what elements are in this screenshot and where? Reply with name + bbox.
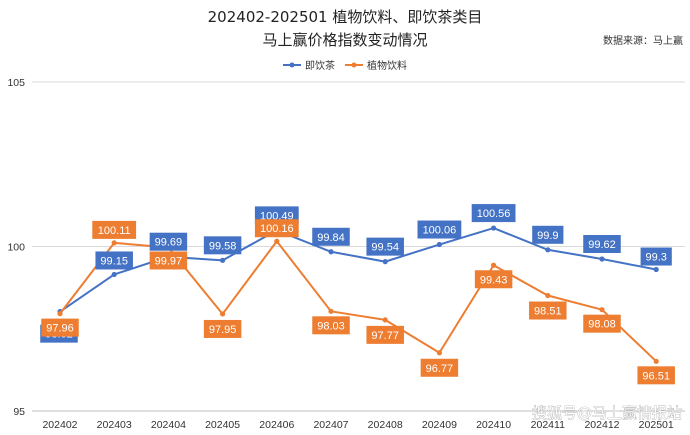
data-point: [545, 247, 551, 253]
data-label: 96.77: [426, 363, 454, 375]
watermark: 搜狐号@马上赢情报站: [532, 404, 682, 422]
x-tick-label: 202501: [639, 419, 674, 431]
data-point: [653, 266, 659, 273]
data-point: [328, 308, 334, 314]
data-point: [220, 257, 226, 263]
data-point: [57, 311, 63, 317]
data-point: [274, 238, 280, 244]
data-label-box: [532, 225, 564, 244]
x-tick-label: 202412: [584, 419, 619, 431]
data-label: 100.16: [260, 223, 294, 235]
data-point: [382, 259, 388, 265]
data-label-box: [583, 235, 621, 254]
y-tick-label: 105: [7, 77, 25, 89]
legend-marker-1: [289, 62, 295, 68]
data-label-box: [149, 232, 188, 251]
legend-marker-2: [351, 62, 357, 68]
chart-title-line-1: 202402-202501 植物饮料、即饮茶类目: [208, 8, 483, 26]
data-label-box: [640, 247, 672, 266]
data-point: [491, 262, 497, 268]
data-label-box: [312, 316, 350, 335]
data-label-box: [474, 270, 513, 289]
data-label-box: [529, 301, 567, 320]
data-label-box: [583, 314, 621, 333]
x-tick-label: 202410: [476, 419, 511, 431]
data-point: [491, 225, 497, 231]
data-point: [436, 241, 442, 248]
data-point: [328, 249, 334, 255]
data-point: [599, 256, 605, 262]
data-point: [111, 271, 117, 278]
legend-label-2: 植物饮料: [367, 59, 407, 72]
series-line-1: [59, 227, 657, 313]
data-label: 97.77: [371, 330, 399, 342]
data-label: 98.51: [534, 306, 562, 318]
data-label: 99.3: [645, 252, 666, 264]
data-label: 97.95: [209, 324, 237, 336]
data-label-box: [92, 220, 137, 239]
data-label-box: [254, 219, 299, 238]
data-label-box: [95, 251, 133, 270]
x-tick-label: 202402: [42, 419, 77, 431]
data-source-note: 数据来源：马上赢: [603, 34, 683, 47]
x-tick-label: 202405: [205, 419, 240, 431]
x-tick-label: 202406: [259, 419, 294, 431]
data-label-box: [471, 204, 516, 223]
data-label-box: [149, 251, 188, 270]
data-label-box: [366, 237, 404, 256]
data-point: [436, 350, 442, 356]
series-line-2: [59, 240, 657, 363]
data-label: 100.56: [477, 208, 511, 220]
data-point: [653, 358, 659, 364]
data-label: 99.54: [371, 242, 399, 254]
data-point: [220, 311, 226, 317]
data-label: 99.9: [537, 230, 558, 242]
x-tick-label: 202404: [151, 419, 186, 431]
data-label: 99.84: [317, 232, 345, 244]
data-label: 100.06: [423, 225, 457, 237]
x-tick-label: 202409: [422, 419, 457, 431]
data-label: 99.69: [155, 237, 183, 249]
data-label-box: [203, 236, 242, 255]
data-point: [111, 240, 117, 246]
data-point: [382, 317, 388, 323]
data-label: 99.15: [100, 255, 128, 267]
data-point: [545, 292, 551, 299]
data-label-box: [203, 319, 242, 338]
gridlines: [32, 81, 685, 412]
legend-label-1: 即饮茶: [305, 59, 335, 72]
data-label: 99.58: [209, 240, 237, 252]
x-axis-ticks: 202402 202403 202404 202405 202406 202407 2024…: [42, 419, 673, 431]
data-label-box: [41, 318, 79, 337]
data-label-box: [366, 325, 404, 344]
x-tick-label: 202408: [368, 419, 403, 431]
data-label-box: [420, 358, 459, 377]
data-labels: 98.0299.1599.6999.58100.4999.8499.54100.…: [40, 204, 675, 385]
data-label-box: [312, 227, 350, 246]
data-label: 100.11: [98, 225, 131, 237]
data-label: 96.51: [642, 370, 670, 382]
x-tick-label: 202403: [97, 419, 132, 431]
chart-legend: 即饮茶 植物饮料: [283, 59, 407, 72]
data-label: 99.62: [588, 239, 616, 251]
data-point: [599, 307, 605, 313]
y-tick-label: 100: [7, 242, 25, 254]
data-label-box: [417, 220, 462, 239]
data-label-box: [637, 366, 675, 385]
y-tick-label: 95: [13, 406, 25, 418]
data-label: 98.03: [317, 320, 345, 332]
data-label: 99.43: [480, 274, 508, 286]
x-tick-label: 202411: [531, 419, 565, 431]
data-label: 98.08: [588, 319, 616, 331]
y-axis-ticks: 95 100 105: [7, 77, 25, 418]
chart-title-line-2: 马上赢价格指数变动情况: [262, 31, 427, 49]
data-label: 99.97: [155, 255, 183, 267]
x-tick-label: 202407: [313, 419, 348, 431]
data-label: 97.96: [46, 323, 74, 335]
